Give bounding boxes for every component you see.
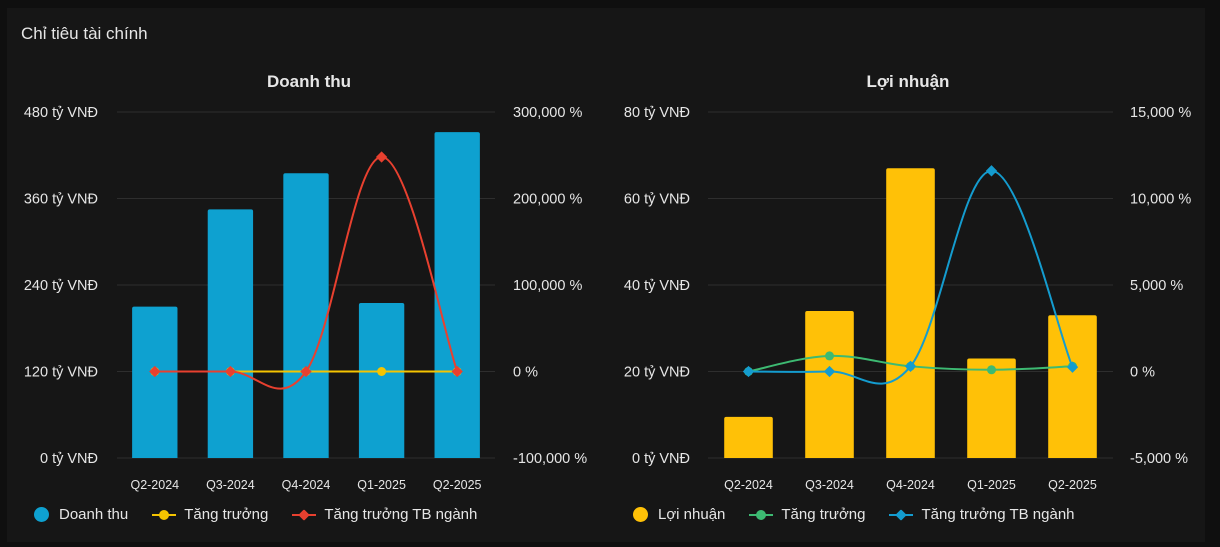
series-point: [987, 365, 996, 375]
series-point: [825, 351, 834, 361]
x-tick-label: Q3-2024: [206, 478, 255, 492]
legend-item[interactable]: Lợi nhuận: [633, 506, 725, 523]
chart-title: Doanh thu: [267, 72, 351, 91]
bar: [207, 209, 254, 458]
bar: [967, 358, 1016, 458]
y-tick-label: 60 tỷ VNĐ: [624, 192, 690, 208]
legend-item[interactable]: Tăng trưởng TB ngành: [889, 506, 1075, 523]
series-point: [1066, 361, 1079, 373]
series-point: [375, 151, 388, 163]
bar: [434, 132, 480, 458]
y-tick-label: 360 tỷ VNĐ: [24, 192, 98, 208]
legend-label: Tăng trưởng TB ngành: [324, 506, 478, 523]
y-tick-label: 240 tỷ VNĐ: [24, 278, 98, 294]
x-tick-label: Q2-2025: [433, 478, 482, 492]
series-line: [748, 169, 1074, 385]
x-tick-label: Q3-2024: [805, 478, 854, 492]
series-point: [823, 365, 836, 378]
legend-marker: [749, 509, 774, 520]
series-point: [377, 367, 387, 376]
y2-tick-label: -5,000 %: [1130, 451, 1188, 467]
y-tick-label: 0 tỷ VNĐ: [40, 451, 98, 467]
legend-marker: [889, 508, 914, 521]
y-tick-label: 40 tỷ VNĐ: [624, 278, 690, 294]
series-point: [985, 165, 998, 177]
y-tick-label: 480 tỷ VNĐ: [24, 105, 98, 121]
bar: [132, 306, 178, 458]
legend-marker: [633, 507, 648, 522]
x-tick-label: Q2-2024: [130, 478, 179, 492]
y2-tick-label: 15,000 %: [1130, 105, 1191, 121]
x-tick-label: Q2-2025: [1048, 478, 1097, 492]
y2-tick-label: 0 %: [513, 365, 538, 381]
bar: [724, 416, 773, 458]
series-point: [451, 365, 463, 378]
bar: [358, 303, 405, 458]
legend-item[interactable]: Doanh thu: [34, 506, 128, 523]
y2-tick-label: 5,000 %: [1130, 278, 1183, 294]
y2-tick-label: 100,000 %: [513, 278, 582, 294]
bar: [886, 168, 935, 458]
legend-label: Tăng trưởng: [781, 506, 866, 523]
y2-tick-label: 10,000 %: [1130, 192, 1191, 208]
y2-tick-label: -100,000 %: [513, 451, 587, 467]
legend-item[interactable]: Tăng trưởng: [749, 506, 865, 523]
legend-label: Doanh thu: [59, 506, 129, 523]
y2-tick-label: 300,000 %: [513, 105, 582, 121]
series-point: [742, 365, 755, 378]
legend-profit: Lợi nhuận Tăng trưởng Tăng trưởng TB ngành: [633, 506, 1099, 523]
series-point: [300, 365, 312, 378]
series-point: [224, 365, 237, 378]
y-tick-label: 0 tỷ VNĐ: [632, 451, 690, 467]
x-tick-label: Q2-2024: [724, 478, 773, 492]
bar: [283, 173, 329, 459]
y-tick-label: 20 tỷ VNĐ: [624, 365, 690, 381]
legend-marker: [152, 509, 177, 520]
y-tick-label: 120 tỷ VNĐ: [24, 365, 98, 381]
bar: [1048, 315, 1097, 458]
legend-marker: [34, 507, 49, 522]
legend-label: Tăng trưởng: [184, 506, 269, 523]
chart-1: Lợi nhuận 0 tỷ VNĐ 20 tỷ VNĐ 40 tỷ VNĐ 60 tỷ…: [624, 72, 1191, 492]
y2-tick-label: 200,000 %: [513, 192, 582, 208]
y-tick-label: 80 tỷ VNĐ: [624, 105, 690, 121]
series-point: [904, 360, 917, 372]
y2-tick-label: 0 %: [1130, 365, 1155, 381]
series-point: [149, 365, 161, 378]
x-tick-label: Q1-2025: [967, 478, 1016, 492]
legend-item[interactable]: Tăng trưởng TB ngành: [292, 506, 477, 523]
legend-item[interactable]: Tăng trưởng: [152, 506, 268, 523]
page-title: Chỉ tiêu tài chính: [21, 24, 148, 43]
x-tick-label: Q4-2024: [282, 478, 331, 492]
legend-revenue: Doanh thu Tăng trưởng Tăng trưởng TB ngành: [34, 506, 501, 523]
bar: [805, 310, 854, 458]
x-tick-label: Q1-2025: [357, 478, 406, 492]
chart-title: Lợi nhuận: [867, 72, 950, 91]
legend-label: Lợi nhuận: [658, 506, 726, 523]
legend-label: Tăng trưởng TB ngành: [921, 506, 1075, 523]
chart-0: Doanh thu 0 tỷ VNĐ 120 tỷ VNĐ 240 tỷ VNĐ 360…: [24, 72, 587, 492]
x-tick-label: Q4-2024: [886, 478, 935, 492]
legend-marker: [292, 508, 317, 521]
